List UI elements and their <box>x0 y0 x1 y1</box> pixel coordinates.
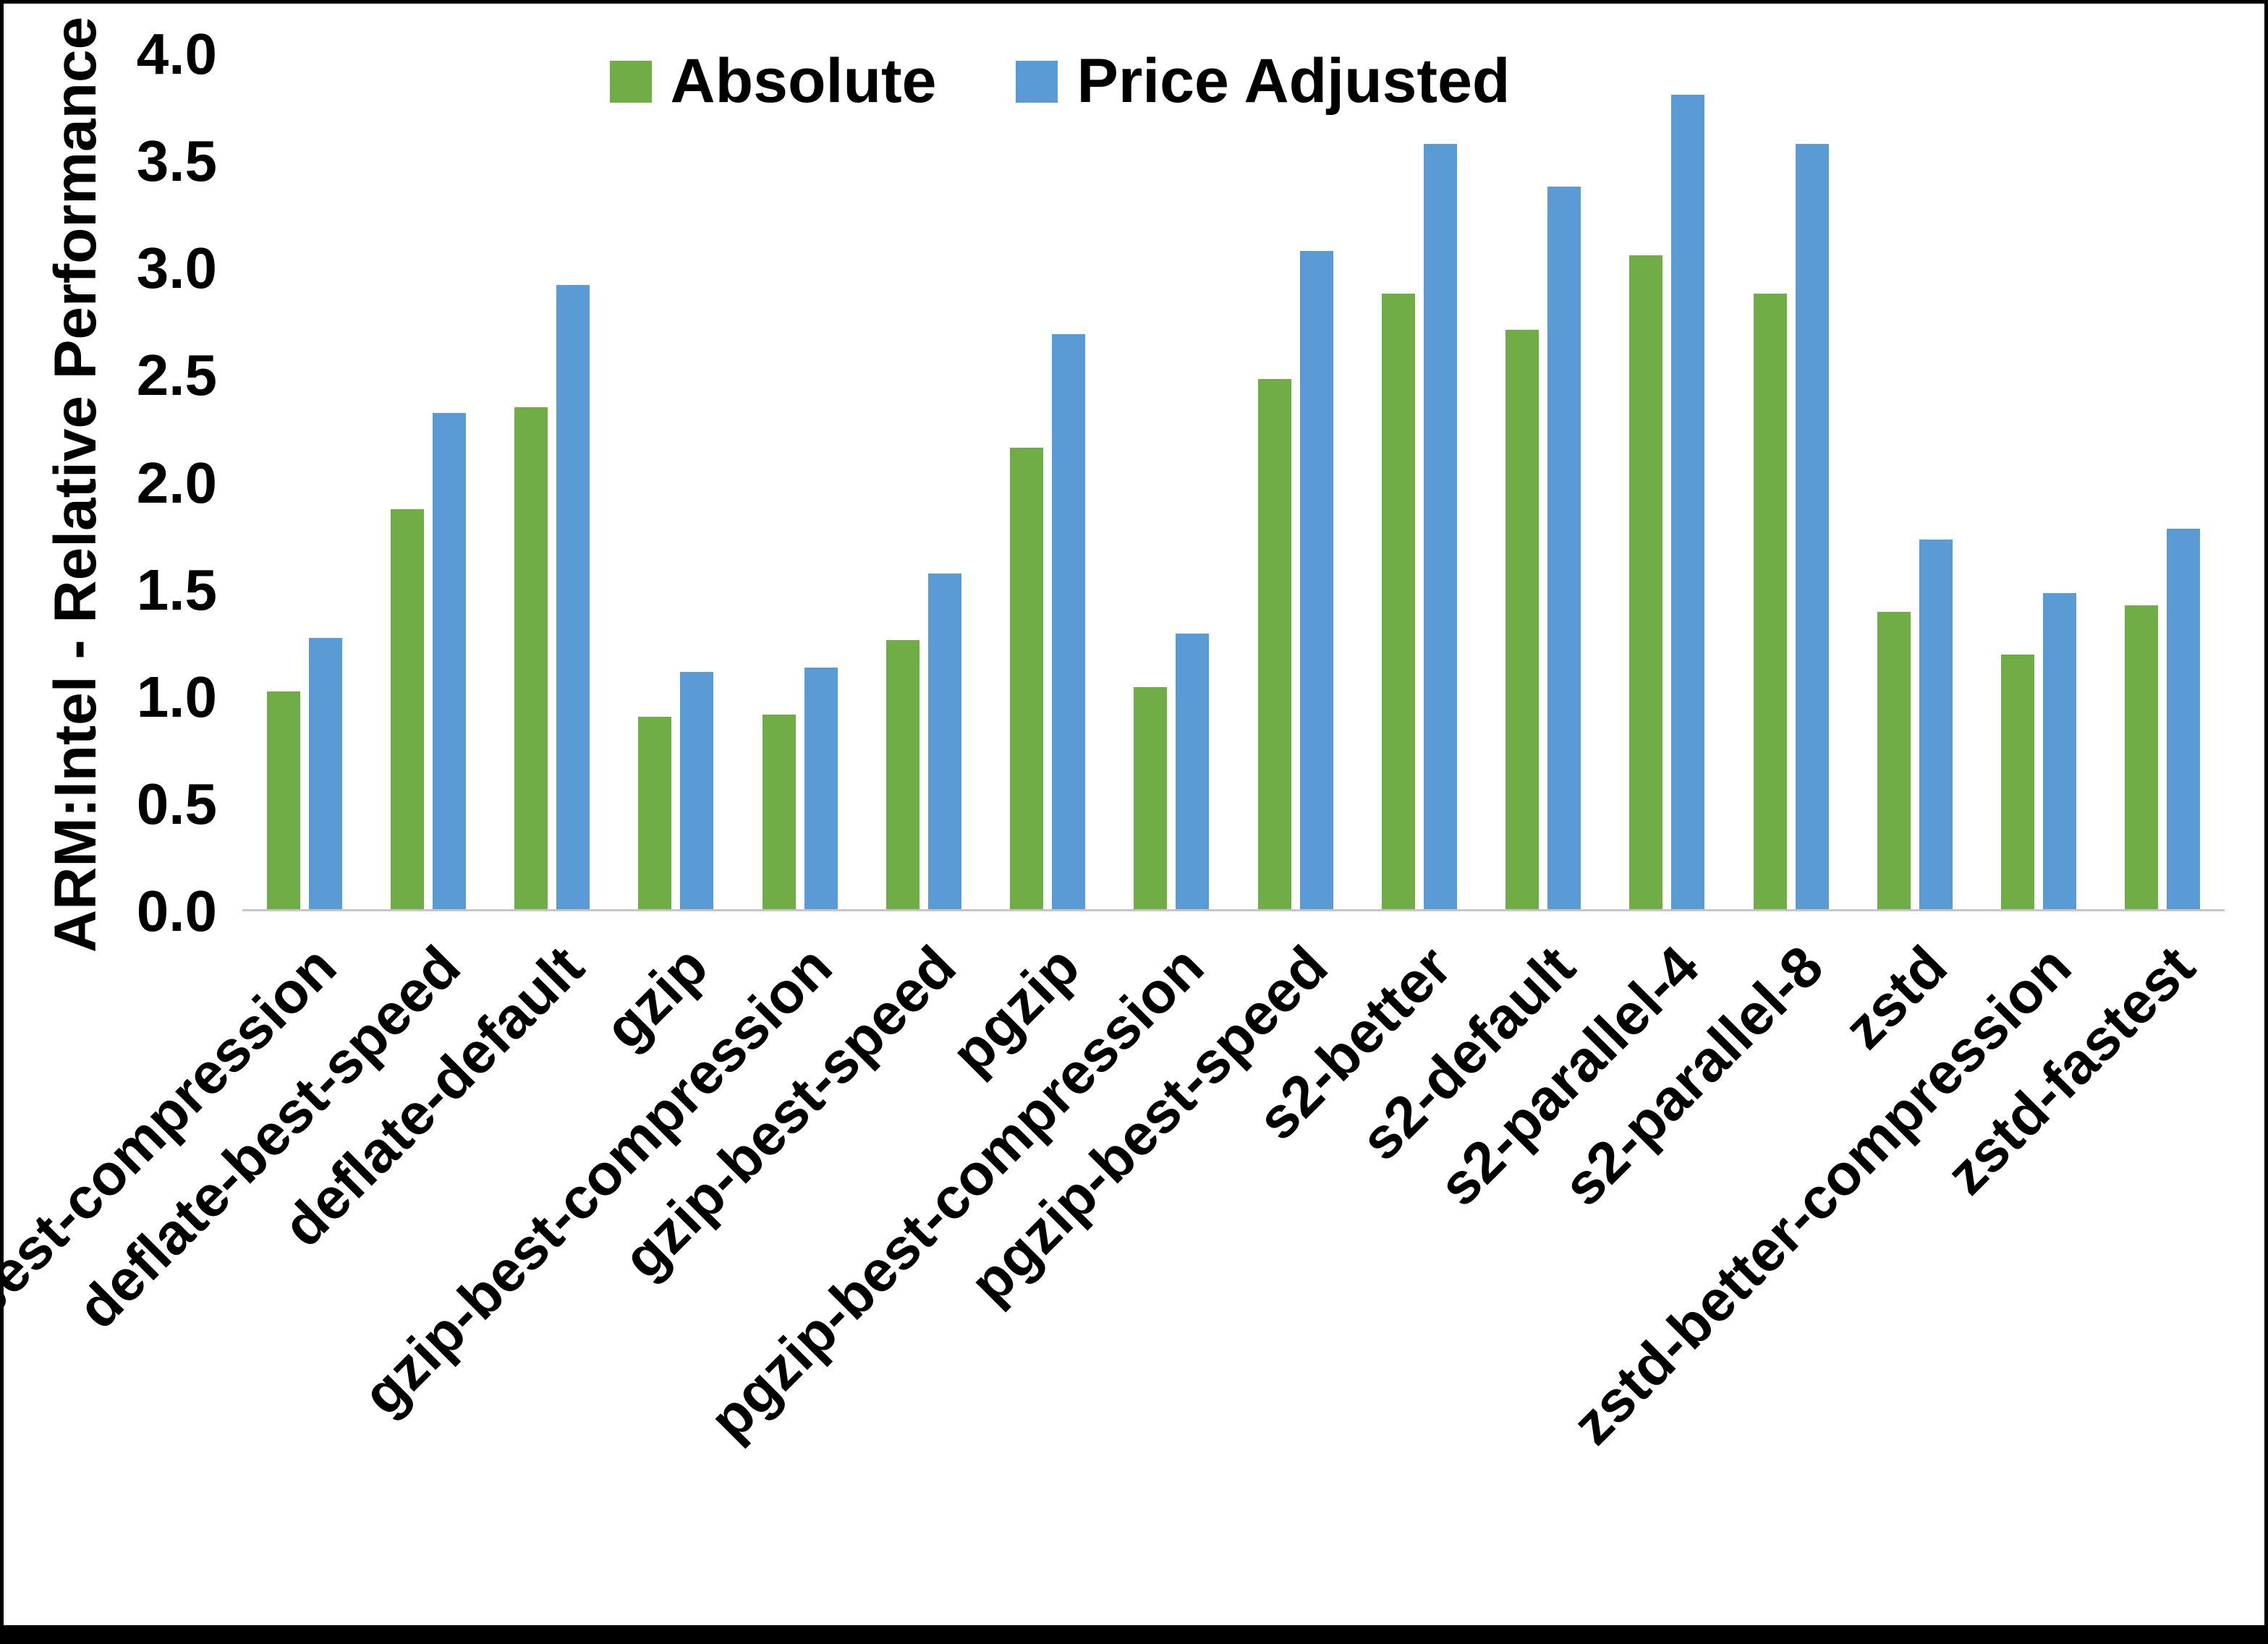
bar-price-adjusted <box>1671 95 1705 909</box>
bar-group <box>614 54 738 909</box>
bar-group <box>1482 54 1605 909</box>
bar-absolute <box>885 639 919 909</box>
bar-price-adjusted <box>927 574 961 909</box>
bar-absolute <box>1753 293 1787 909</box>
y-tick-label: 1.0 <box>136 664 217 729</box>
bar-group <box>1233 54 1357 909</box>
bar-price-adjusted <box>432 413 466 909</box>
bar-absolute <box>638 717 672 909</box>
bar-group <box>2101 54 2225 909</box>
bar-absolute <box>266 691 300 909</box>
bar-absolute <box>1010 447 1044 909</box>
bar-price-adjusted <box>1052 334 1086 909</box>
bar-absolute <box>762 715 796 909</box>
bar-absolute <box>2125 605 2159 909</box>
bar-price-adjusted <box>804 668 838 909</box>
bar-groups <box>242 54 2225 909</box>
y-tick-label: 2.5 <box>136 343 217 408</box>
bar-group <box>1110 54 1233 909</box>
bar-absolute <box>1877 612 1911 909</box>
y-tick-label: 0.5 <box>136 771 217 836</box>
bar-price-adjusted <box>2043 592 2077 909</box>
legend-swatch-icon <box>1016 60 1058 103</box>
bar-group <box>1605 54 1729 909</box>
bar-group <box>1729 54 1853 909</box>
bar-absolute <box>1629 255 1663 909</box>
bar-price-adjusted <box>1176 633 1210 909</box>
bar-group <box>490 54 614 909</box>
y-tick-label: 3.0 <box>136 236 217 301</box>
bar-group <box>738 54 862 909</box>
legend: Absolute Price Adjusted <box>4 46 2116 117</box>
bar-price-adjusted <box>1795 144 1829 909</box>
bar-absolute <box>1257 379 1291 909</box>
bar-absolute <box>1381 293 1415 909</box>
bar-group <box>862 54 985 909</box>
legend-swatch-icon <box>609 60 652 103</box>
bar-price-adjusted <box>556 285 590 909</box>
plot-area <box>242 54 2225 911</box>
bar-absolute <box>390 509 424 909</box>
bar-price-adjusted <box>308 637 342 909</box>
bar-absolute <box>2001 655 2035 909</box>
bar-group <box>1357 54 1481 909</box>
bar-price-adjusted <box>2167 529 2201 909</box>
bar-price-adjusted <box>680 672 714 909</box>
bar-absolute <box>514 406 548 909</box>
bar-price-adjusted <box>1423 144 1457 909</box>
bar-absolute <box>1505 330 1539 909</box>
y-axis-ticks: 0.0 0.5 1.0 1.5 2.0 2.5 3.0 3.5 4.0 <box>4 25 217 940</box>
legend-item: Price Adjusted <box>1016 46 1510 117</box>
bar-price-adjusted <box>1919 539 1953 909</box>
y-tick-label: 0.0 <box>136 879 217 943</box>
legend-item: Absolute <box>609 46 937 117</box>
bar-price-adjusted <box>1299 250 1333 909</box>
y-tick-label: 1.5 <box>136 557 217 622</box>
bar-group <box>1977 54 2101 909</box>
legend-label: Absolute <box>670 46 937 116</box>
bar-group <box>242 54 366 909</box>
bar-price-adjusted <box>1547 187 1581 909</box>
y-tick-label: 3.5 <box>136 129 217 194</box>
y-tick-label: 2.0 <box>136 450 217 515</box>
bar-absolute <box>1134 686 1168 909</box>
legend-label: Price Adjusted <box>1076 46 1511 116</box>
bar-group <box>366 54 490 909</box>
y-tick-label: 4.0 <box>136 22 217 86</box>
bar-group <box>1853 54 1976 909</box>
bar-group <box>986 54 1110 909</box>
